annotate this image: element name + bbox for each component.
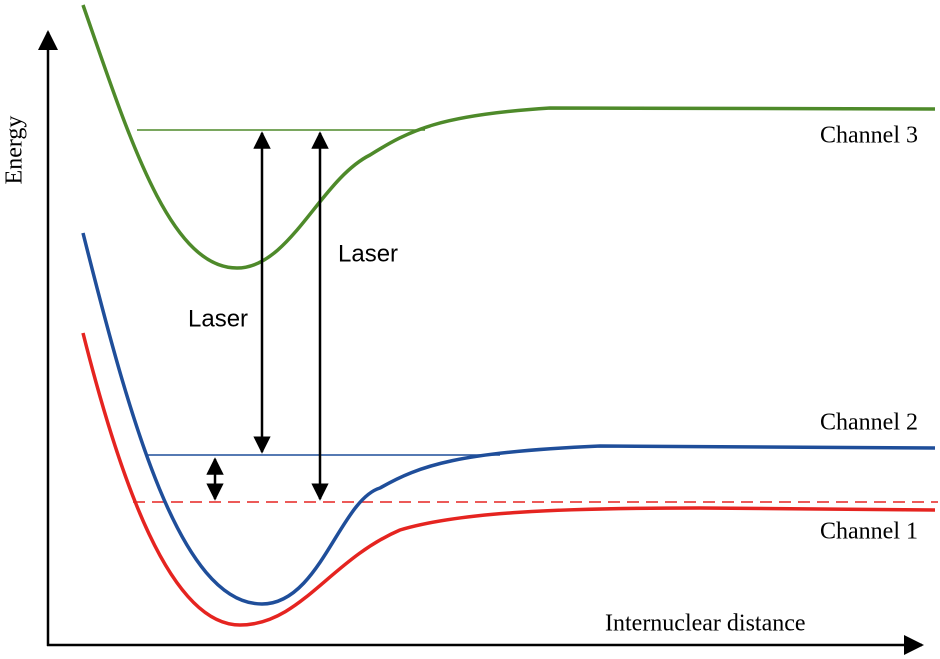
potential-curve — [81, 232, 936, 606]
potential-curve — [81, 4, 936, 270]
y-axis-label: Energy — [2, 116, 28, 185]
curve-label: Channel 1 — [820, 519, 918, 545]
x-axis-label: Internuclear distance — [605, 611, 806, 637]
curve-label: Channel 2 — [820, 410, 918, 436]
arrow-label: Laser — [188, 305, 248, 332]
arrow-label: Laser — [338, 240, 398, 267]
curve-label: Channel 3 — [820, 123, 918, 149]
potential-curve — [81, 332, 936, 627]
